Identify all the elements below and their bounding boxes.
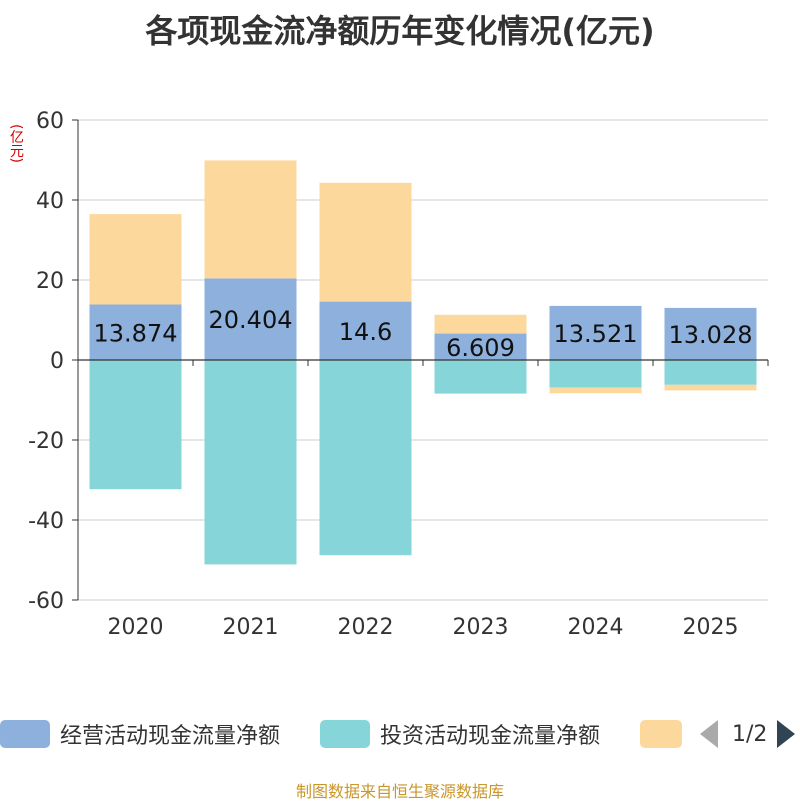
legend-pager: 1/2 [700, 716, 796, 752]
legend-label-investing: 投资活动现金流量净额 [380, 724, 601, 749]
bar-operating-2023 [434, 333, 527, 360]
data-label-operating-2021: 20.404 [209, 306, 293, 334]
chart-plot: 60 40 20 0 -20 -40 -60 13.874 2020 20.404 2021 14.6… [28, 109, 769, 640]
x-tick-label: 2023 [453, 615, 509, 640]
x-tick-label: 2025 [683, 615, 739, 640]
bar-investing-2020 [89, 360, 182, 490]
bar-investing-2021 [204, 360, 297, 565]
bar-operating-2021 [204, 278, 297, 360]
bar-operating-2024 [549, 305, 642, 360]
bar-operating-2020 [89, 304, 182, 360]
y-tick-label: 60 [36, 109, 64, 134]
bar-operating-2025 [664, 307, 757, 360]
y-tick-label: 20 [36, 269, 64, 294]
bar-third-2020 [89, 214, 182, 305]
x-tick-label: 2022 [338, 615, 394, 640]
legend-swatch-investing [320, 720, 370, 748]
legend-swatch-operating [0, 720, 50, 748]
chart-title: 各项现金流净额历年变化情况(亿元) [145, 12, 655, 50]
data-label-operating-2022: 14.6 [339, 318, 392, 346]
legend-prev-page-icon[interactable] [700, 720, 718, 748]
bar-third-2023 [434, 314, 527, 334]
y-axis-unit-label: (亿元) [8, 124, 24, 163]
bar-investing-2023 [434, 360, 527, 394]
y-tick-label: -40 [28, 509, 64, 534]
data-label-operating-2025: 13.028 [669, 321, 753, 349]
legend-item-third[interactable] [640, 716, 682, 752]
legend-item-operating[interactable]: 经营活动现金流量净额 [0, 716, 280, 752]
legend: 经营活动现金流量净额 投资活动现金流量净额 1/2 [0, 716, 800, 756]
bar-third-2022 [319, 182, 412, 302]
bar-investing-2022 [319, 360, 412, 556]
x-tick-label: 2021 [223, 615, 279, 640]
y-tick-label: -20 [28, 429, 64, 454]
data-label-operating-2023: 6.609 [446, 334, 515, 362]
legend-next-page-icon[interactable] [777, 720, 796, 748]
legend-page-indicator: 1/2 [732, 721, 768, 747]
y-tick-label: 0 [50, 349, 64, 374]
data-label-operating-2020: 13.874 [94, 319, 178, 347]
bar-operating-2022 [319, 301, 412, 360]
data-label-operating-2024: 13.521 [554, 320, 638, 348]
bar-third-2025 [664, 384, 757, 391]
legend-label-operating: 经营活动现金流量净额 [60, 724, 281, 749]
x-tick-label: 2024 [568, 615, 624, 640]
y-tick-label: -60 [28, 589, 64, 614]
bar-third-2024 [549, 387, 642, 394]
legend-swatch-third [640, 720, 682, 748]
data-source-footer: 制图数据来自恒生聚源数据库 [295, 782, 504, 801]
legend-item-investing[interactable]: 投资活动现金流量净额 [320, 716, 600, 752]
bar-third-2021 [204, 160, 297, 279]
bar-investing-2025 [664, 360, 757, 385]
x-tick-label: 2020 [108, 615, 164, 640]
y-tick-label: 40 [36, 189, 64, 214]
bar-investing-2024 [549, 360, 642, 388]
